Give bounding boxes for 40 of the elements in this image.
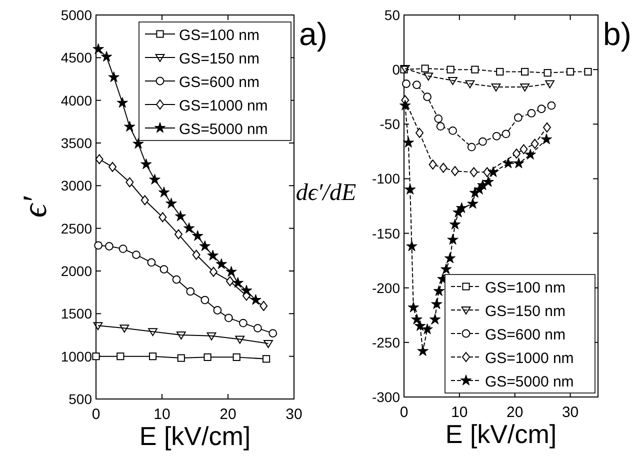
x-tick-label: 20 bbox=[220, 406, 236, 423]
y-tick-label: 1000 bbox=[60, 348, 92, 364]
y-tick-label: 1500 bbox=[60, 306, 92, 322]
y-tick-label: -250 bbox=[372, 334, 400, 350]
x-tick-label: 10 bbox=[451, 404, 468, 421]
y-tick-label: 2000 bbox=[60, 263, 92, 279]
y-axis-title: ϵ′ bbox=[17, 196, 54, 218]
legend-label: GS=100 nm bbox=[179, 27, 260, 44]
y-tick-label: -200 bbox=[372, 280, 400, 296]
y-tick-label: -50 bbox=[380, 116, 400, 132]
y-tick-label: 3000 bbox=[60, 178, 92, 194]
legend-label: GS=100 nm bbox=[485, 280, 566, 296]
x-axis-title: E [kV/cm] bbox=[445, 419, 557, 449]
y-axis-title: dϵ′/dE bbox=[296, 180, 356, 206]
x-axis-title: E [kV/cm] bbox=[139, 421, 251, 451]
legend-label: GS=150 nm bbox=[179, 50, 260, 68]
x-tick-label: 30 bbox=[286, 406, 302, 423]
y-tick-label: 50 bbox=[384, 7, 400, 23]
legend-label: GS=1000 nm bbox=[485, 350, 574, 367]
y-tick-label: 4000 bbox=[60, 92, 92, 108]
x-tick-label: 20 bbox=[506, 404, 524, 421]
y-tick-label: -100 bbox=[372, 170, 400, 187]
x-tick-label: 30 bbox=[562, 404, 579, 421]
legend-label: GS=1000 nm bbox=[179, 98, 268, 114]
y-tick-label: 3500 bbox=[60, 135, 92, 151]
chart-title: a) bbox=[299, 16, 328, 52]
legend-label: GS=600 nm bbox=[179, 74, 260, 91]
y-tick-label: 4500 bbox=[60, 50, 92, 66]
legend-label: GS=5000 nm bbox=[179, 121, 268, 138]
x-tick-label: 10 bbox=[154, 406, 170, 423]
legend-label: GS=150 nm bbox=[485, 303, 566, 320]
legend-label: GS=600 nm bbox=[485, 326, 566, 344]
y-tick-label: 0 bbox=[392, 62, 400, 78]
chart-title: b) bbox=[603, 16, 632, 52]
y-tick-label: 2500 bbox=[60, 220, 92, 236]
legend-label: GS=5000 nm bbox=[485, 374, 574, 390]
y-tick-label: -300 bbox=[372, 389, 400, 405]
y-tick-label: -150 bbox=[372, 225, 400, 242]
y-tick-label: 5000 bbox=[60, 7, 92, 23]
y-tick-label: 500 bbox=[68, 391, 92, 407]
